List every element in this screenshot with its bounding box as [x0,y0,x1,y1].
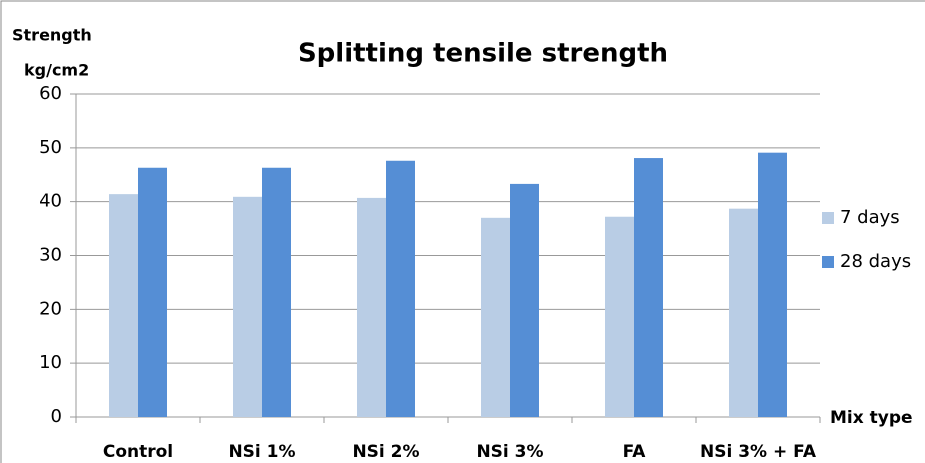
y-tick-label: 20 [39,298,62,319]
bar [386,160,415,417]
y-tick-label: 50 [39,137,62,158]
y-axis-label: Strength [12,26,92,45]
bar [481,217,510,417]
x-axis-label: Mix type [830,408,913,428]
legend-swatch [822,256,834,268]
bar [138,167,167,417]
legend-label: 28 days [840,251,911,272]
bar [109,194,138,417]
x-tick-label: FA [623,442,647,462]
x-tick-label: NSi 2% [352,442,419,462]
bar [233,196,262,417]
y-tick-label: 10 [39,352,62,373]
y-tick-label: 60 [39,83,62,104]
legend-label: 7 days [840,207,900,228]
bar [262,167,291,417]
y-tick-label: 30 [39,245,62,266]
bar [510,183,539,417]
x-tick-label: Control [103,442,173,462]
chart-title: Splitting tensile strength [298,39,668,69]
x-tick-label: NSi 1% [228,442,295,462]
bar [729,208,758,417]
x-tick-label: NSi 3% + FA [700,442,817,462]
y-axis-label: kg/cm2 [24,61,89,80]
x-tick-label: NSi 3% [476,442,543,462]
bar [634,158,663,418]
legend-swatch [822,212,834,224]
bar [758,152,787,417]
y-tick-label: 0 [51,406,62,427]
bar [357,197,386,417]
y-tick-label: 40 [39,191,62,212]
bar [605,216,634,417]
